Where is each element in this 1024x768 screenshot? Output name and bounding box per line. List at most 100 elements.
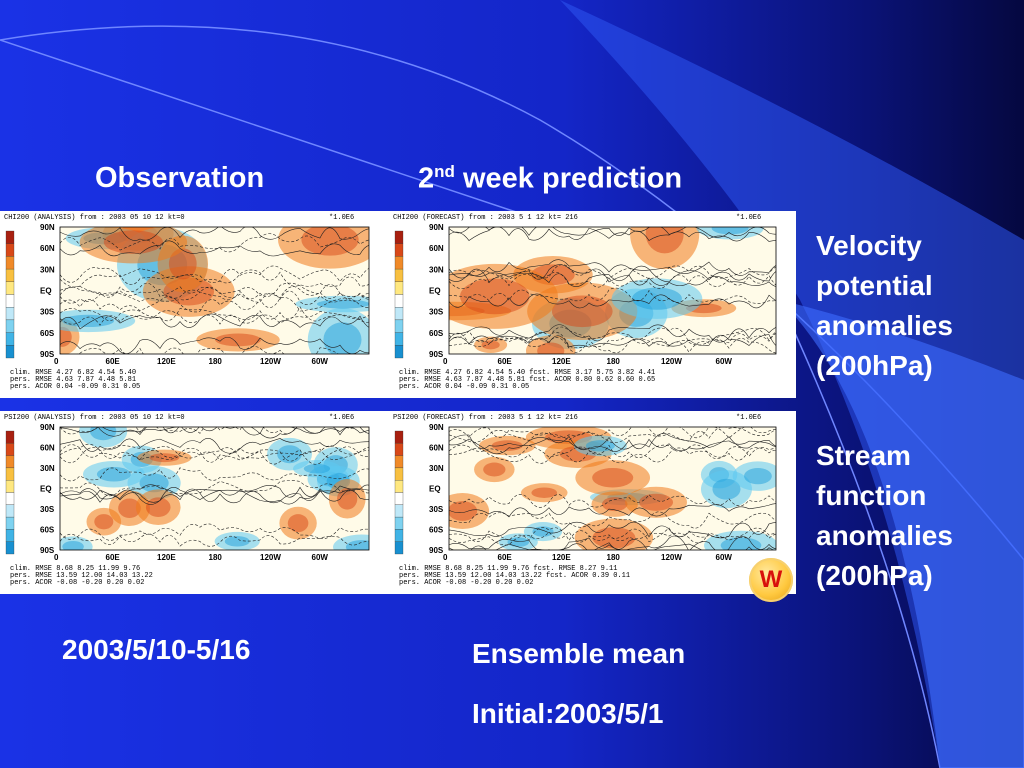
psi-forecast-map: PSI200 (FORECAST) from : 2003 5 1 12 kt=… (389, 411, 796, 594)
lon-label: 180 (607, 357, 621, 366)
lon-label: 120E (552, 357, 571, 366)
contour-line (449, 531, 776, 546)
contour-line (60, 336, 369, 354)
lat-label: 60S (429, 329, 444, 338)
colorbar-segment (5, 541, 15, 555)
lat-label: 30S (429, 505, 444, 514)
psi_obs-svg: PSI200 (ANALYSIS) from : 2003 05 10 12 k… (4, 414, 370, 587)
colorbar-segment (394, 492, 404, 505)
colorbar-segment (5, 243, 15, 257)
contour-line (60, 467, 369, 482)
colorbar-segment (5, 492, 15, 505)
velocity-potential-label: Velocity potential anomalies (200hPa) (816, 226, 953, 386)
prediction-rest: week prediction (454, 162, 683, 195)
colorbar-segment (5, 504, 15, 518)
lat-label: 60S (40, 526, 55, 535)
colorbar-segment (5, 230, 15, 244)
contour-line (449, 494, 776, 508)
contour-line (449, 331, 776, 349)
colorbar-segment (5, 443, 15, 456)
lat-label: 90S (40, 546, 55, 555)
contour-line (449, 503, 776, 518)
contour-line (60, 480, 369, 497)
stream-function-label: Stream function anomalies (200hPa) (816, 436, 953, 596)
contour-line (60, 427, 369, 439)
observation-title: Observation (95, 162, 265, 194)
chi_obs-svg: CHI200 (ANALYSIS) from : 2003 05 10 12 k… (4, 214, 370, 391)
panel-title: PSI200 (FORECAST) from : 2003 5 1 12 kt=… (393, 414, 578, 422)
stats-line: pers. RMSE 13.59 12.00 14.03 13.22 (10, 572, 153, 580)
prediction-title: 2nd week prediction (418, 162, 682, 196)
contour-line (60, 484, 369, 500)
contour-line (449, 324, 776, 343)
contour-line (449, 444, 776, 460)
prediction-superscript: nd (434, 162, 455, 181)
colorbar-segment (394, 541, 404, 555)
stats-line: pers. ACOR 0.04 -0.09 0.31 0.05 (10, 383, 140, 391)
lon-label: 0 (54, 553, 59, 562)
lat-label: 90S (429, 546, 444, 555)
colorbar-segment (5, 467, 15, 481)
contour-line (60, 443, 369, 461)
lon-label: 60W (716, 553, 733, 562)
lat-label: 30N (429, 265, 444, 274)
lat-label: 90N (429, 423, 444, 432)
side-line: Velocity (816, 230, 922, 261)
lon-label: 60E (498, 553, 513, 562)
contour-line (60, 286, 369, 302)
colorbar-segment (5, 455, 15, 469)
panel-scale: *1.0E6 (736, 414, 761, 422)
side-line: potential (816, 270, 933, 301)
lon-label: 60E (106, 357, 121, 366)
lat-label: 30S (40, 505, 55, 514)
lon-label: 60W (312, 357, 329, 366)
colorbar-segment (5, 307, 15, 321)
panel-scale: *1.0E6 (329, 214, 354, 222)
colorbar-segment (394, 294, 404, 308)
stats-line: pers. RMSE 4.63 7.87 4.48 5.81 fcst. ACO… (399, 376, 655, 384)
contour-line (449, 227, 776, 242)
colorbar-segment (5, 430, 15, 444)
colorbar-segment (394, 256, 404, 270)
contour-line (449, 527, 776, 543)
colorbar-segment (394, 319, 404, 333)
colorbar-segment (394, 480, 404, 493)
contour-line (60, 282, 369, 300)
colorbar-segment (394, 230, 404, 244)
colorbar-segment (5, 345, 15, 359)
contour-line (449, 427, 776, 443)
colorbar-segment (5, 294, 15, 308)
stats-line: pers. ACOR -0.08 -0.20 0.20 0.02 (399, 579, 533, 587)
lon-label: 120E (157, 357, 176, 366)
contour-line (60, 269, 369, 288)
w-badge[interactable]: W (749, 558, 793, 602)
stats-line: pers. RMSE 4.63 7.87 4.48 5.81 (10, 376, 136, 384)
panel-title: PSI200 (ANALYSIS) from : 2003 05 10 12 k… (4, 414, 185, 422)
colorbar-segment (394, 504, 404, 518)
stats-line: clim. RMSE 4.27 6.82 4.54 5.40 fcst. RMS… (399, 369, 655, 377)
colorbar-segment (5, 268, 15, 282)
lat-label: 30S (40, 308, 55, 317)
contour-line (60, 523, 369, 541)
contour-line (449, 272, 776, 287)
lat-label: 30S (429, 308, 444, 317)
colorbar-segment (394, 345, 404, 359)
contour-line (60, 296, 369, 313)
stats-line: clim. RMSE 8.68 8.25 11.99 9.76 (10, 565, 140, 573)
lat-label: 60N (40, 244, 55, 253)
map-field (60, 427, 369, 550)
colorbar-segment (5, 529, 15, 542)
lon-label: 0 (54, 357, 59, 366)
contour-line (449, 326, 776, 346)
contour-line (60, 438, 369, 454)
contour-line (60, 306, 369, 323)
colorbar-segment (5, 319, 15, 333)
panel-scale: *1.0E6 (329, 414, 354, 422)
contour-line (449, 447, 776, 464)
contour-line (449, 227, 776, 238)
lat-label: 60N (40, 444, 55, 453)
contour-line (449, 433, 776, 451)
contour-line (60, 290, 369, 305)
lon-label: 180 (607, 553, 621, 562)
lat-label: EQ (429, 287, 441, 296)
